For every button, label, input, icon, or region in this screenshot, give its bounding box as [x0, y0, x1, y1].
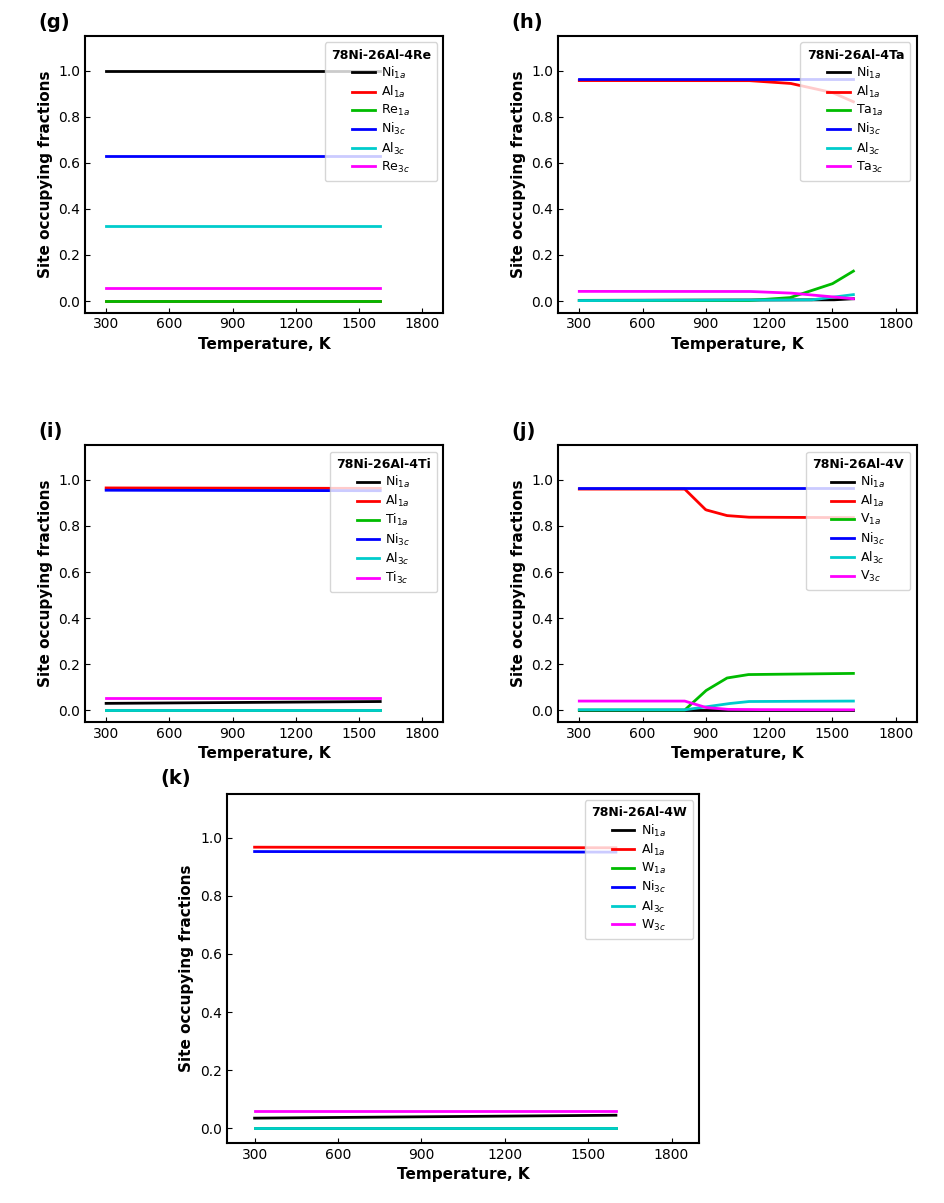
Y-axis label: Site occupying fractions: Site occupying fractions [38, 480, 53, 687]
Text: (i): (i) [39, 422, 62, 442]
Y-axis label: Site occupying fractions: Site occupying fractions [511, 71, 525, 278]
Legend: Ni$_{1a}$, Al$_{1a}$, Ti$_{1a}$, Ni$_{3c}$, Al$_{3c}$, Ti$_{3c}$: Ni$_{1a}$, Al$_{1a}$, Ti$_{1a}$, Ni$_{3c… [329, 451, 437, 592]
Y-axis label: Site occupying fractions: Site occupying fractions [511, 480, 525, 687]
Text: (h): (h) [511, 13, 543, 31]
X-axis label: Temperature, K: Temperature, K [396, 1167, 529, 1183]
Legend: Ni$_{1a}$, Al$_{1a}$, Re$_{1a}$, Ni$_{3c}$, Al$_{3c}$, Re$_{3c}$: Ni$_{1a}$, Al$_{1a}$, Re$_{1a}$, Ni$_{3c… [325, 42, 437, 182]
Legend: Ni$_{1a}$, Al$_{1a}$, Ta$_{1a}$, Ni$_{3c}$, Al$_{3c}$, Ta$_{3c}$: Ni$_{1a}$, Al$_{1a}$, Ta$_{1a}$, Ni$_{3c… [800, 42, 909, 182]
Text: (j): (j) [511, 422, 535, 442]
Legend: Ni$_{1a}$, Al$_{1a}$, W$_{1a}$, Ni$_{3c}$, Al$_{3c}$, W$_{3c}$: Ni$_{1a}$, Al$_{1a}$, W$_{1a}$, Ni$_{3c}… [584, 800, 692, 940]
Y-axis label: Site occupying fractions: Site occupying fractions [179, 865, 194, 1072]
X-axis label: Temperature, K: Temperature, K [670, 337, 803, 352]
Y-axis label: Site occupying fractions: Site occupying fractions [38, 71, 53, 278]
X-axis label: Temperature, K: Temperature, K [197, 746, 330, 761]
Text: (g): (g) [39, 13, 70, 31]
X-axis label: Temperature, K: Temperature, K [670, 746, 803, 761]
Legend: Ni$_{1a}$, Al$_{1a}$, V$_{1a}$, Ni$_{3c}$, Al$_{3c}$, V$_{3c}$: Ni$_{1a}$, Al$_{1a}$, V$_{1a}$, Ni$_{3c}… [805, 451, 909, 591]
X-axis label: Temperature, K: Temperature, K [197, 337, 330, 352]
Text: (k): (k) [160, 769, 191, 788]
